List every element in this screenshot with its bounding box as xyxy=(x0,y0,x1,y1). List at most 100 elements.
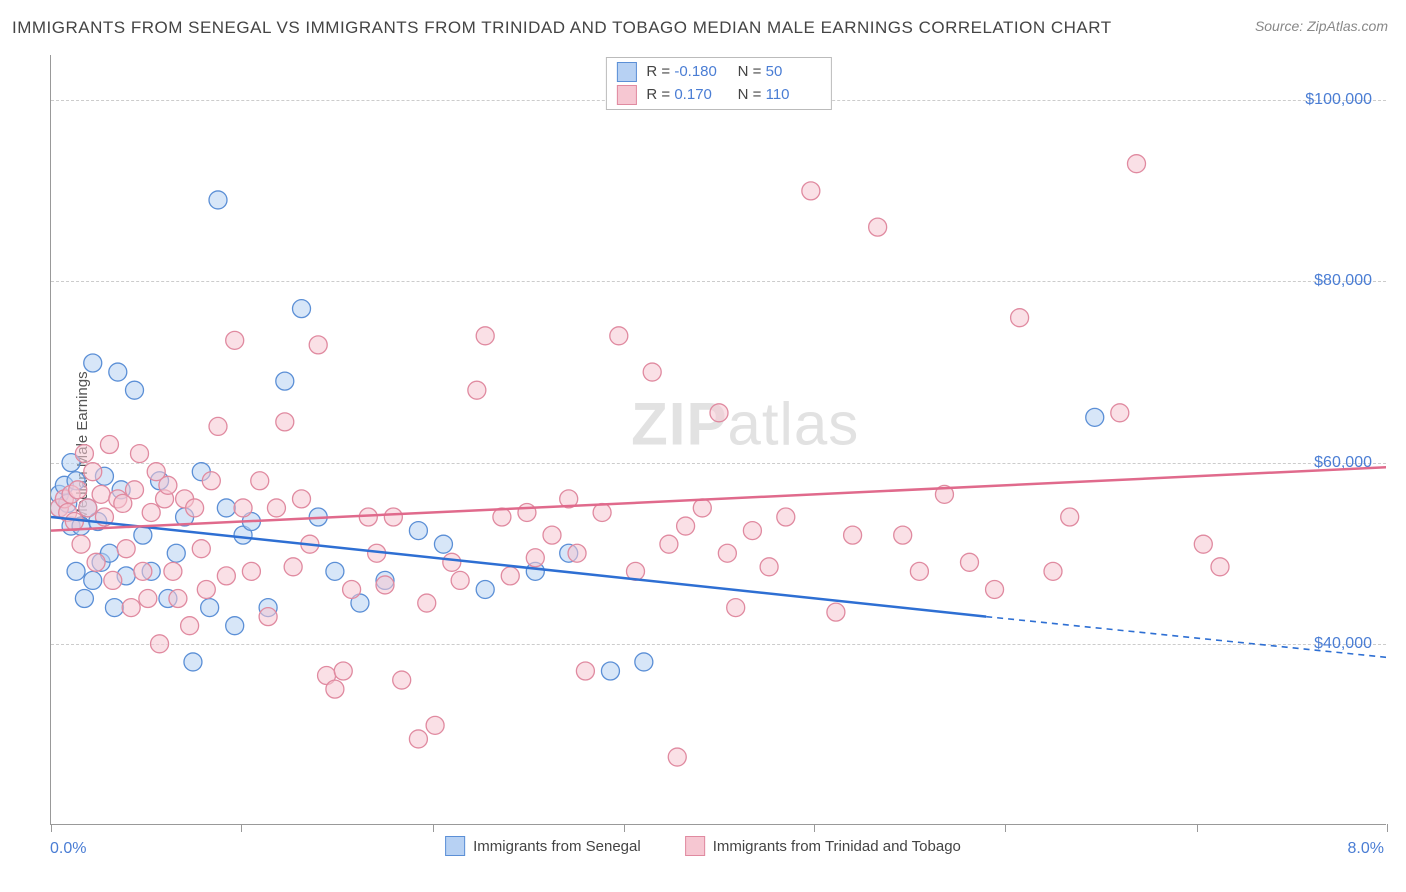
scatter-point xyxy=(184,653,202,671)
x-tick xyxy=(241,824,242,832)
scatter-point xyxy=(910,562,928,580)
scatter-point xyxy=(668,748,686,766)
scatter-point xyxy=(209,191,227,209)
scatter-point xyxy=(139,590,157,608)
scatter-point xyxy=(677,517,695,535)
legend-bottom: Immigrants from Senegal Immigrants from T… xyxy=(445,836,961,856)
scatter-point xyxy=(276,372,294,390)
scatter-point xyxy=(226,331,244,349)
scatter-point xyxy=(65,513,83,531)
scatter-point xyxy=(827,603,845,621)
scatter-point xyxy=(468,381,486,399)
scatter-point xyxy=(167,544,185,562)
scatter-point xyxy=(109,363,127,381)
legend-stat-text: R = -0.180 N = 50 xyxy=(646,61,820,84)
scatter-point xyxy=(568,544,586,562)
scatter-point xyxy=(718,544,736,562)
x-tick xyxy=(624,824,625,832)
legend-label: Immigrants from Trinidad and Tobago xyxy=(713,838,961,855)
scatter-point xyxy=(276,413,294,431)
x-tick xyxy=(51,824,52,832)
x-tick xyxy=(1387,824,1388,832)
legend-item: Immigrants from Senegal xyxy=(445,836,641,856)
scatter-point xyxy=(451,571,469,589)
scatter-point xyxy=(159,476,177,494)
scatter-point xyxy=(201,599,219,617)
legend-label: Immigrants from Senegal xyxy=(473,838,641,855)
scatter-point xyxy=(131,445,149,463)
scatter-point xyxy=(100,436,118,454)
scatter-point xyxy=(409,522,427,540)
legend-item: Immigrants from Trinidad and Tobago xyxy=(685,836,961,856)
scatter-point xyxy=(443,553,461,571)
scatter-point xyxy=(334,662,352,680)
scatter-point xyxy=(409,730,427,748)
x-tick xyxy=(1197,824,1198,832)
scatter-point xyxy=(434,535,452,553)
scatter-point xyxy=(1011,309,1029,327)
scatter-point xyxy=(543,526,561,544)
scatter-point xyxy=(104,571,122,589)
scatter-point xyxy=(84,354,102,372)
scatter-point xyxy=(251,472,269,490)
scatter-point xyxy=(418,594,436,612)
scatter-point xyxy=(635,653,653,671)
scatter-point xyxy=(197,580,215,598)
legend-swatch xyxy=(445,836,465,856)
scatter-point xyxy=(142,503,160,521)
scatter-point xyxy=(643,363,661,381)
scatter-point xyxy=(134,562,152,580)
scatter-point xyxy=(1211,558,1229,576)
scatter-point xyxy=(710,404,728,422)
scatter-point xyxy=(610,327,628,345)
scatter-point xyxy=(894,526,912,544)
x-tick xyxy=(1005,824,1006,832)
scatter-point xyxy=(122,599,140,617)
scatter-point xyxy=(802,182,820,200)
legend-stat-text: R = 0.170 N = 110 xyxy=(646,84,820,107)
scatter-point xyxy=(192,540,210,558)
scatter-point xyxy=(186,499,204,517)
scatter-point xyxy=(293,300,311,318)
scatter-chart xyxy=(51,55,1386,824)
scatter-point xyxy=(72,535,90,553)
x-tick xyxy=(433,824,434,832)
regression-extrapolation xyxy=(986,617,1386,658)
scatter-point xyxy=(869,218,887,236)
scatter-point xyxy=(202,472,220,490)
scatter-point xyxy=(518,503,536,521)
scatter-point xyxy=(126,481,144,499)
scatter-point xyxy=(777,508,795,526)
chart-title: IMMIGRANTS FROM SENEGAL VS IMMIGRANTS FR… xyxy=(12,18,1112,38)
scatter-point xyxy=(259,608,277,626)
scatter-point xyxy=(105,599,123,617)
scatter-point xyxy=(169,590,187,608)
scatter-point xyxy=(576,662,594,680)
scatter-point xyxy=(164,562,182,580)
scatter-point xyxy=(92,485,110,503)
scatter-point xyxy=(326,562,344,580)
scatter-point xyxy=(209,417,227,435)
scatter-point xyxy=(1194,535,1212,553)
scatter-point xyxy=(426,716,444,734)
x-axis-max-label: 8.0% xyxy=(1348,840,1384,858)
scatter-point xyxy=(267,499,285,517)
scatter-point xyxy=(593,503,611,521)
scatter-point xyxy=(242,562,260,580)
x-tick xyxy=(814,824,815,832)
scatter-point xyxy=(743,522,761,540)
scatter-point xyxy=(384,508,402,526)
scatter-point xyxy=(343,580,361,598)
scatter-point xyxy=(134,526,152,544)
legend-swatch xyxy=(616,85,636,105)
scatter-point xyxy=(284,558,302,576)
scatter-point xyxy=(234,499,252,517)
scatter-point xyxy=(727,599,745,617)
scatter-point xyxy=(293,490,311,508)
scatter-point xyxy=(1128,155,1146,173)
scatter-point xyxy=(326,680,344,698)
scatter-point xyxy=(961,553,979,571)
legend-swatch xyxy=(685,836,705,856)
scatter-point xyxy=(476,580,494,598)
legend-stat-row: R = -0.180 N = 50 xyxy=(616,61,820,84)
